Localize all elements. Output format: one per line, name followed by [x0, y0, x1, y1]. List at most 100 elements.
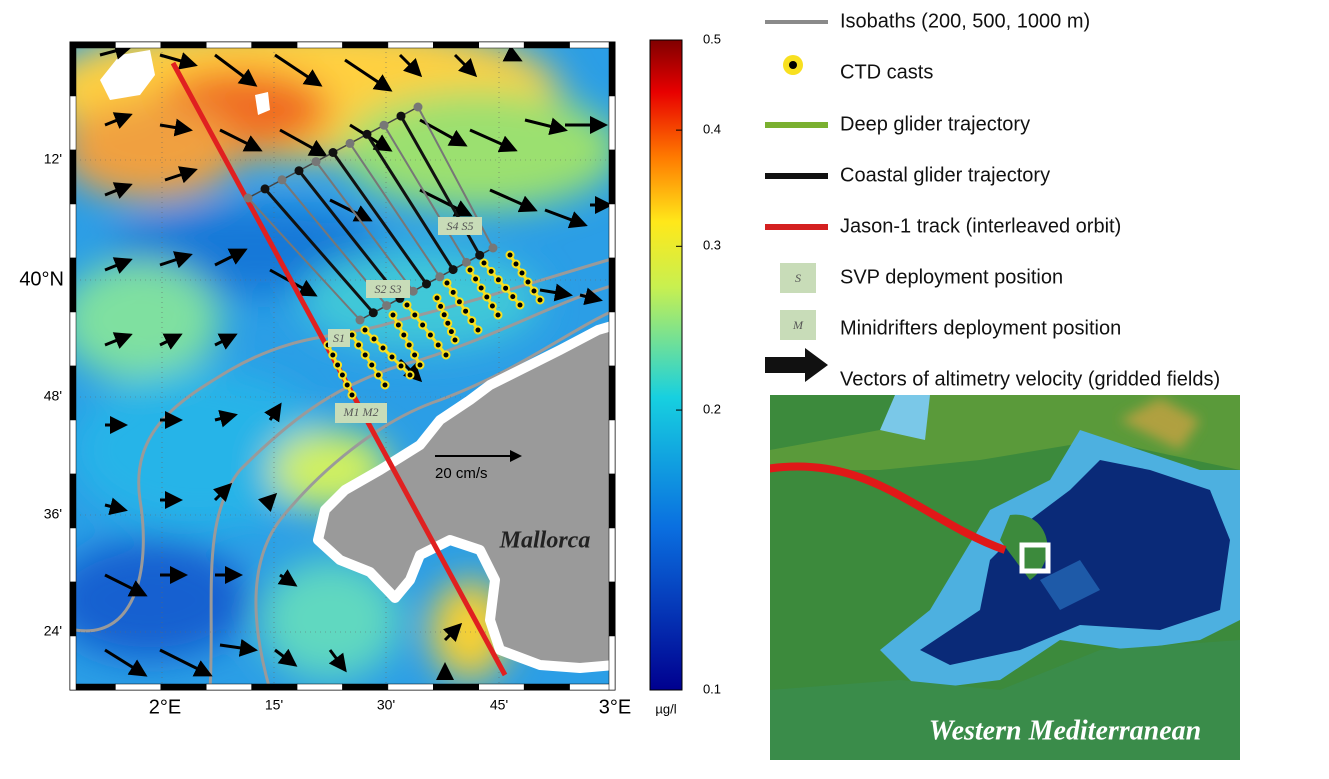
ctd-cast	[378, 343, 388, 353]
glider-point	[448, 265, 458, 275]
frame-segment	[160, 41, 207, 49]
glider-point	[408, 286, 418, 296]
vector	[328, 649, 347, 673]
vector	[443, 622, 463, 642]
ctd-cast	[337, 370, 347, 380]
vector	[104, 573, 148, 597]
x-label: 3°E	[599, 696, 631, 718]
frame-segment	[251, 683, 298, 691]
vector	[329, 198, 373, 222]
vector	[419, 188, 473, 217]
island-label: Mallorca	[499, 528, 591, 554]
glider-leg	[331, 151, 428, 285]
ctd-cast	[410, 350, 420, 360]
ctd-cast	[517, 268, 527, 278]
ctd-cast	[523, 277, 533, 287]
x-label: 30'	[377, 697, 395, 713]
frame-segment	[608, 257, 616, 313]
map-labels: S4 S5 S2 S3 S1 M1 M2 20 cm/s Mallorca	[328, 217, 590, 554]
colorbar	[649, 39, 683, 691]
glider-point	[294, 166, 304, 176]
ctd-cast	[433, 340, 443, 350]
glider-point	[413, 102, 423, 112]
frame-segment	[69, 365, 77, 421]
frame-segment	[608, 149, 616, 205]
ctd-cast	[360, 350, 370, 360]
glider-trajectories	[243, 102, 498, 325]
frame-segment	[433, 41, 480, 49]
frame-segment	[115, 41, 162, 49]
ctd-cast	[529, 286, 539, 296]
y-label: 48'	[44, 388, 62, 404]
ctd-cast	[393, 320, 403, 330]
vector	[164, 166, 198, 184]
glider-point	[311, 157, 321, 167]
ctd-cast	[505, 250, 515, 260]
glider-leg	[349, 142, 441, 278]
glider-point	[243, 193, 253, 203]
frame-segment	[608, 203, 616, 259]
frame-segment	[69, 311, 77, 367]
vector	[398, 53, 423, 78]
ctd-cast	[450, 335, 460, 345]
colorbar-tick-label: 0.3	[703, 238, 721, 253]
ctd-cast	[405, 370, 415, 380]
glider-point	[461, 257, 471, 267]
legend-label: SVP deployment position	[840, 266, 1063, 288]
glider-point	[435, 272, 445, 282]
frame-segment	[206, 683, 252, 691]
ctd-cast	[511, 259, 521, 269]
frame-segment	[387, 41, 434, 49]
ctd-cast	[399, 330, 409, 340]
ctd-cast	[465, 265, 475, 275]
glider-point	[396, 111, 406, 121]
inset-map: Western Mediterranean	[770, 395, 1240, 760]
ctd-cast	[347, 390, 357, 400]
ctd-cast	[479, 258, 489, 268]
x-label: 2°E	[149, 696, 181, 718]
ctd-cast	[443, 318, 453, 328]
vector	[214, 53, 258, 87]
vector	[219, 128, 263, 152]
vector	[539, 283, 573, 302]
label: S2 S3	[375, 282, 402, 296]
ctd-cast	[387, 352, 397, 362]
frame-segment	[608, 365, 616, 421]
glider-leg	[365, 133, 455, 271]
colorbar-tick-label: 0.2	[703, 401, 721, 416]
vector	[104, 257, 133, 274]
ctd-cast	[461, 306, 471, 316]
frame-segment	[69, 41, 77, 97]
island	[313, 320, 615, 673]
frame-segment	[608, 635, 616, 691]
frame-segment	[251, 41, 298, 49]
glider-point	[260, 184, 270, 194]
vector	[104, 648, 148, 677]
ctd-cast	[535, 295, 545, 305]
ctd-cast	[501, 283, 511, 293]
colorbar-ticks: 0.1 0.2 0.3 0.4 0.5	[676, 31, 721, 696]
map-frame	[69, 41, 616, 691]
legend-icon: M	[792, 318, 804, 332]
frame-segment	[296, 683, 343, 691]
ctd-cast	[380, 380, 390, 390]
ctd-cast	[328, 350, 338, 360]
ctd-casts	[323, 250, 545, 400]
legend-label: Vectors of altimetry velocity (gridded f…	[840, 368, 1220, 390]
legend-label: Minidrifters deployment position	[840, 317, 1121, 339]
ctd-cast	[396, 361, 406, 371]
glider-leg	[247, 197, 361, 321]
y-label: 12'	[44, 151, 62, 167]
ctd-cast	[410, 310, 420, 320]
frame-segment	[69, 257, 77, 313]
frame-segment	[608, 95, 616, 151]
velocity-vectors	[99, 42, 613, 680]
ctd-cast	[354, 340, 364, 350]
frame-segment	[433, 683, 480, 691]
ctd-cast	[487, 301, 497, 311]
ctd-cast	[360, 325, 370, 335]
vector	[159, 251, 193, 269]
glider-point	[368, 308, 378, 318]
vector	[489, 188, 538, 213]
glider-leg	[263, 187, 375, 314]
